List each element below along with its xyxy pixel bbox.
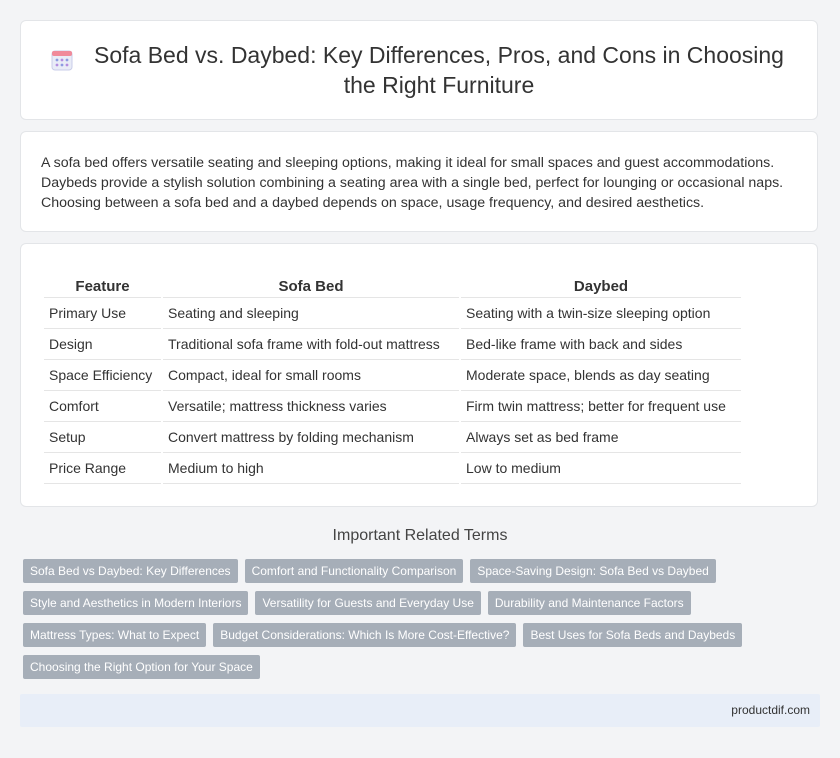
table-row: Space Efficiency Compact, ideal for smal… bbox=[44, 360, 741, 391]
related-term-tag[interactable]: Style and Aesthetics in Modern Interiors bbox=[23, 591, 249, 615]
table-row: Primary Use Seating and sleeping Seating… bbox=[44, 298, 741, 329]
table-header-row: Feature Sofa Bed Daybed bbox=[44, 275, 741, 298]
table-cell: Moderate space, blends as day seating bbox=[461, 360, 741, 391]
related-term-tag[interactable]: Versatility for Guests and Everyday Use bbox=[255, 591, 481, 615]
table-cell: Seating with a twin-size sleeping option bbox=[461, 298, 741, 329]
related-term-tag[interactable]: Best Uses for Sofa Beds and Daybeds bbox=[523, 623, 743, 647]
tag-row: Style and Aesthetics in Modern Interiors… bbox=[23, 591, 803, 615]
table-cell: Always set as bed frame bbox=[461, 422, 741, 453]
table-cell: Comfort bbox=[44, 391, 161, 422]
table-cell: Seating and sleeping bbox=[163, 298, 459, 329]
tag-row: Mattress Types: What to Expect Budget Co… bbox=[23, 623, 803, 647]
tag-row: Choosing the Right Option for Your Space bbox=[23, 655, 803, 679]
tag-row: Sofa Bed vs Daybed: Key Differences Comf… bbox=[23, 559, 803, 583]
related-term-tag[interactable]: Sofa Bed vs Daybed: Key Differences bbox=[23, 559, 238, 583]
comparison-table: Feature Sofa Bed Daybed Primary Use Seat… bbox=[42, 275, 743, 484]
table-cell: Convert mattress by folding mechanism bbox=[163, 422, 459, 453]
table-cell: Low to medium bbox=[461, 453, 741, 484]
intro-card: A sofa bed offers versatile seating and … bbox=[20, 131, 818, 232]
calendar-icon bbox=[51, 50, 73, 71]
table-cell: Price Range bbox=[44, 453, 161, 484]
related-terms-heading: Important Related Terms bbox=[332, 527, 508, 544]
related-term-tag[interactable]: Space-Saving Design: Sofa Bed vs Daybed bbox=[470, 559, 716, 583]
table-cell: Firm twin mattress; better for frequent … bbox=[461, 391, 741, 422]
table-cell: Space Efficiency bbox=[44, 360, 161, 391]
table-row: Price Range Medium to high Low to medium bbox=[44, 453, 741, 484]
related-terms-list: Sofa Bed vs Daybed: Key Differences Comf… bbox=[23, 559, 803, 687]
related-term-tag[interactable]: Budget Considerations: Which Is More Cos… bbox=[213, 623, 517, 647]
related-term-tag[interactable]: Choosing the Right Option for Your Space bbox=[23, 655, 260, 679]
table-cell: Primary Use bbox=[44, 298, 161, 329]
header-card: Sofa Bed vs. Daybed: Key Differences, Pr… bbox=[20, 20, 818, 120]
table-row: Comfort Versatile; mattress thickness va… bbox=[44, 391, 741, 422]
column-header-feature: Feature bbox=[44, 275, 161, 298]
table-row: Setup Convert mattress by folding mechan… bbox=[44, 422, 741, 453]
footer: productdif.com bbox=[20, 694, 820, 727]
table-row: Design Traditional sofa frame with fold-… bbox=[44, 329, 741, 360]
related-term-tag[interactable]: Comfort and Functionality Comparison bbox=[244, 559, 464, 583]
table-cell: Traditional sofa frame with fold-out mat… bbox=[163, 329, 459, 360]
related-term-tag[interactable]: Durability and Maintenance Factors bbox=[487, 591, 691, 615]
footer-site-link[interactable]: productdif.com bbox=[731, 703, 810, 717]
table-cell: Setup bbox=[44, 422, 161, 453]
table-cell: Medium to high bbox=[163, 453, 459, 484]
table-cell: Versatile; mattress thickness varies bbox=[163, 391, 459, 422]
column-header-daybed: Daybed bbox=[461, 275, 741, 298]
related-term-tag[interactable]: Mattress Types: What to Expect bbox=[23, 623, 207, 647]
comparison-card: Feature Sofa Bed Daybed Primary Use Seat… bbox=[20, 243, 818, 507]
intro-paragraph: A sofa bed offers versatile seating and … bbox=[41, 155, 784, 211]
table-cell: Design bbox=[44, 329, 161, 360]
table-cell: Bed-like frame with back and sides bbox=[461, 329, 741, 360]
table-cell: Compact, ideal for small rooms bbox=[163, 360, 459, 391]
column-header-sofa-bed: Sofa Bed bbox=[163, 275, 459, 298]
page-title: Sofa Bed vs. Daybed: Key Differences, Pr… bbox=[94, 42, 784, 98]
